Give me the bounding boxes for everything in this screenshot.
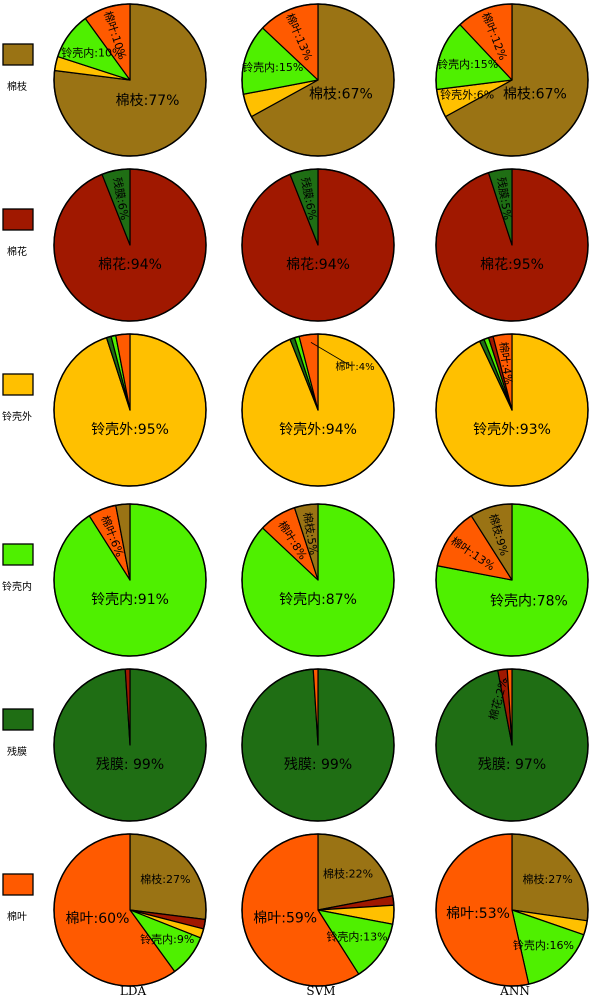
legend-label: 残膜 bbox=[7, 745, 27, 758]
column-labels: LDA SVM ANN bbox=[120, 984, 530, 998]
pie-3-ann: 铃壳内:78%棉叶:13%棉枝:9% bbox=[435, 503, 589, 657]
callout-line bbox=[310, 342, 352, 367]
pie-label: 残膜: 99% bbox=[96, 757, 164, 773]
legend-item-0: 棉枝 bbox=[2, 43, 34, 93]
legend-item-5: 棉叶 bbox=[2, 873, 34, 923]
pie-label: 残膜: 99% bbox=[284, 757, 352, 773]
pie-label: 铃壳外:93% bbox=[473, 421, 551, 438]
pie-outline bbox=[53, 168, 207, 322]
pie-label: 棉枝:27% bbox=[140, 872, 190, 886]
legend-item-4: 残膜 bbox=[2, 708, 34, 758]
pie-5-ann: 棉枝:27% 铃壳内:16% 棉叶:53% bbox=[435, 833, 589, 987]
pie-label: 棉花:94% bbox=[286, 256, 350, 273]
pie-outline bbox=[241, 168, 395, 322]
pie-label: 残膜:5% bbox=[494, 176, 515, 221]
pie-label: 棉枝:77% bbox=[116, 92, 180, 109]
pie-label: 铃壳外:94% bbox=[279, 421, 357, 438]
pie-label: 残膜: 97% bbox=[478, 757, 546, 773]
pie-1-lda: 棉花:94%残膜:6% bbox=[53, 168, 207, 322]
pie-outline bbox=[53, 503, 207, 657]
pie-outline bbox=[53, 333, 207, 487]
pie-4-ann: 残膜: 97%棉花:2% bbox=[435, 668, 589, 822]
pie-1-ann: 棉花:95% 残膜:5% bbox=[435, 168, 589, 322]
legend-label: 棉叶 bbox=[7, 910, 27, 923]
pie-2-svm: 铃壳外:94% 棉叶:4% bbox=[241, 333, 395, 487]
pie-label: 棉枝:27% bbox=[523, 872, 573, 886]
pie-outline bbox=[241, 668, 395, 822]
pie-5-lda: 棉枝:27% 铃壳内:9% 棉叶:60% bbox=[53, 833, 207, 987]
pie-label: 铃壳内:15% bbox=[242, 60, 303, 74]
pie-label: 铃壳外:6% bbox=[440, 88, 494, 102]
pie-label: 铃壳内:15% bbox=[437, 57, 498, 71]
legend-item-2: 铃壳外 bbox=[2, 373, 34, 423]
pie-outline bbox=[435, 333, 589, 487]
pie-outline bbox=[53, 668, 207, 822]
legend-label: 棉花 bbox=[7, 245, 27, 258]
legend-item-3: 铃壳内 bbox=[2, 543, 34, 593]
pie-outline bbox=[435, 503, 589, 657]
pie-2-ann: 铃壳外:93% 棉叶:4% bbox=[435, 333, 589, 487]
pie-outline bbox=[435, 833, 589, 987]
pie-label: 棉枝:67% bbox=[503, 86, 567, 103]
pie-label: 铃壳内:16% bbox=[513, 938, 574, 952]
pie-label: 铃壳内:91% bbox=[91, 591, 169, 608]
pie-label: 铃壳内:78% bbox=[490, 592, 568, 609]
pie-label: 棉叶:4% bbox=[496, 341, 515, 386]
pie-2-lda: 铃壳外:95% bbox=[53, 333, 207, 487]
pie-4-lda: 残膜: 99% bbox=[53, 668, 207, 822]
legend-swatch bbox=[2, 373, 34, 396]
column-label-svm: SVM bbox=[306, 984, 335, 998]
pie-label: 棉花:95% bbox=[480, 256, 544, 273]
pie-label: 棉叶:4% bbox=[335, 360, 374, 373]
pie-outline bbox=[53, 833, 207, 987]
legend-swatch bbox=[2, 43, 34, 66]
pie-outline bbox=[435, 3, 589, 157]
pie-3-lda: 铃壳内:91%棉叶:6% bbox=[53, 503, 207, 657]
column-label-lda: LDA bbox=[120, 984, 147, 998]
legend-label: 铃壳外 bbox=[2, 410, 32, 423]
pie-outline bbox=[435, 168, 589, 322]
legend-item-1: 棉花 bbox=[2, 208, 34, 258]
pie-0-ann: 棉枝:67%铃壳外:6%铃壳内:15%棉叶:12% bbox=[435, 3, 589, 157]
pie-label: 棉叶:59% bbox=[253, 909, 317, 926]
pie-label: 铃壳外:95% bbox=[91, 421, 169, 438]
legend-swatch bbox=[2, 543, 34, 566]
legend-label: 铃壳内 bbox=[2, 580, 32, 593]
pie-label: 棉叶:53% bbox=[446, 905, 510, 922]
legend-swatch bbox=[2, 873, 34, 896]
pie-outline bbox=[53, 3, 207, 157]
pie-3-svm: 铃壳内:87%棉叶:8%棉枝:5% bbox=[241, 503, 395, 657]
pie-grid: 棉枝:77%铃壳内:10%棉叶:10%棉枝:67%铃壳内:15%棉叶:13%棉枝… bbox=[53, 3, 589, 987]
legend-label: 棉枝 bbox=[7, 80, 27, 93]
pie-0-lda: 棉枝:77%铃壳内:10%棉叶:10% bbox=[53, 3, 207, 157]
pie-label: 铃壳内:10% bbox=[61, 45, 122, 59]
column-label-ann: ANN bbox=[499, 984, 530, 998]
pie-label: 棉叶:60% bbox=[66, 910, 130, 927]
pie-4-svm: 残膜: 99% bbox=[241, 668, 395, 822]
pie-label: 铃壳内:9% bbox=[140, 932, 194, 946]
pie-0-svm: 棉枝:67%铃壳内:15%棉叶:13% bbox=[241, 3, 395, 157]
pie-label: 铃壳内:87% bbox=[279, 591, 357, 608]
pie-outline bbox=[241, 833, 395, 987]
pie-outline bbox=[241, 333, 395, 487]
pie-outline bbox=[435, 668, 589, 822]
callout-line bbox=[503, 677, 507, 682]
pie-label: 棉枝:22% bbox=[323, 867, 373, 881]
pie-label: 棉枝:5% bbox=[300, 511, 321, 556]
pie-outline bbox=[241, 3, 395, 157]
pie-5-svm: 棉枝:22% 铃壳内:13% 棉叶:59% bbox=[241, 833, 395, 987]
legend-swatch bbox=[2, 208, 34, 231]
pie-1-svm: 棉花:94%残膜:6% bbox=[241, 168, 395, 322]
pie-label: 铃壳内:13% bbox=[326, 929, 387, 943]
pie-label: 棉枝:67% bbox=[309, 86, 373, 103]
pie-label: 棉花:94% bbox=[98, 256, 162, 273]
legend-swatch bbox=[2, 708, 34, 731]
pie-outline bbox=[241, 503, 395, 657]
